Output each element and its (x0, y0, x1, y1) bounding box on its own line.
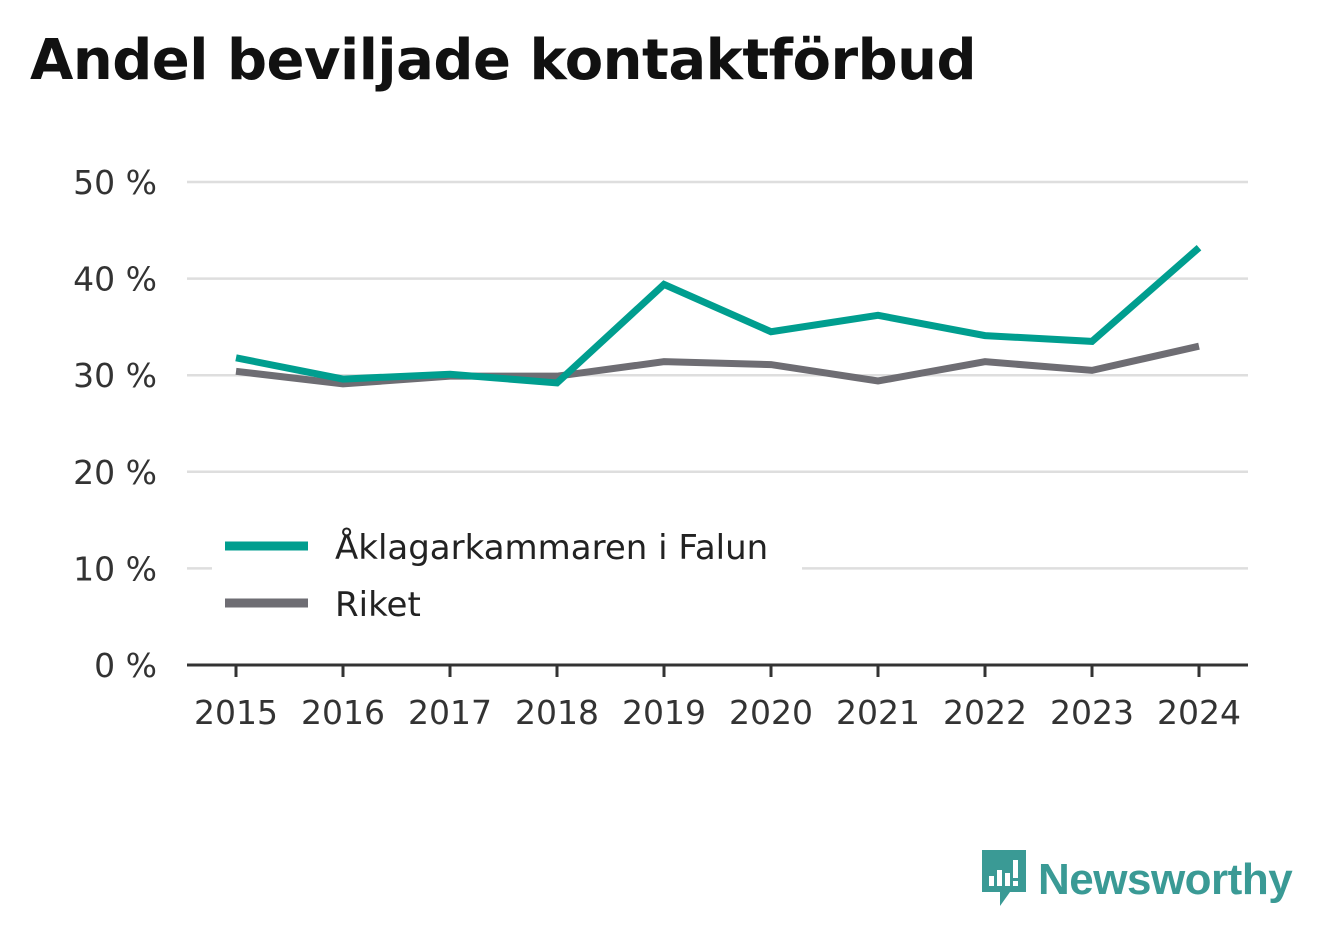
x-tick-label: 2016 (301, 693, 385, 732)
legend-label: Riket (335, 585, 421, 625)
axes: 0 % 10 % 20 % 30 % 40 % 50 % 2015 2016 2017 2018 2… (73, 163, 1248, 732)
legend: Åklagarkammaren i Falun Riket (212, 517, 802, 625)
grid-lines (187, 180, 1248, 570)
newsworthy-logo-text: Newsworthy (1038, 855, 1293, 904)
legend-label: Åklagarkammaren i Falun (335, 527, 768, 568)
y-tick-label: 50 % (73, 163, 157, 202)
y-tick-label: 30 % (73, 356, 157, 395)
series-line-aklagarkammaren (235, 245, 1202, 387)
x-tick-label: 2018 (515, 693, 599, 732)
y-tick-label: 10 % (73, 549, 157, 588)
x-tick-label: 2015 (194, 693, 278, 732)
y-tick-label: 20 % (73, 453, 157, 492)
series-lines (235, 245, 1202, 388)
newsworthy-logo-icon (980, 848, 1028, 912)
x-tick-label: 2022 (943, 693, 1027, 732)
x-tick-label: 2020 (729, 693, 813, 732)
x-tick-label: 2021 (836, 693, 920, 732)
chart-title: Andel beviljade kontaktförbud (30, 28, 977, 93)
x-tick-label: 2019 (622, 693, 706, 732)
legend-background (212, 517, 802, 571)
x-tick-label: 2023 (1050, 693, 1134, 732)
newsworthy-logo: Newsworthy (980, 848, 1293, 912)
x-tick-label: 2017 (408, 693, 492, 732)
x-tick-label: 2024 (1157, 693, 1241, 732)
y-tick-label: 0 % (94, 646, 157, 685)
y-tick-label: 40 % (73, 260, 157, 299)
